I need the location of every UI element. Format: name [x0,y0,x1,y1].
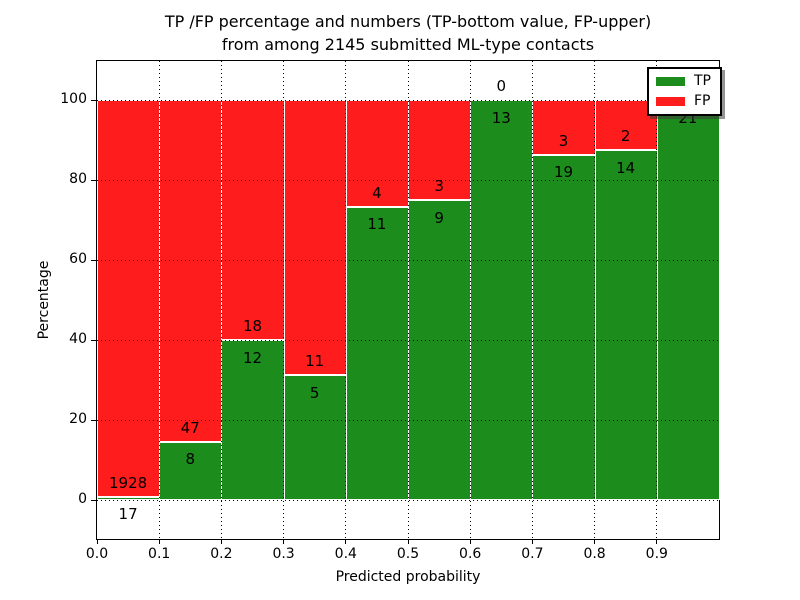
fp-count-label: 3 [558,131,569,150]
fp-count-label: 18 [242,317,263,336]
x-tick-mark [220,539,222,544]
y-tick-label: 60 [69,251,87,267]
x-tick-mark [407,539,409,544]
x-gridline [407,61,409,539]
y-tick-mark [91,499,96,501]
legend-label-tp: TP [694,73,711,89]
fp-bar-segment [283,100,347,375]
tp-bar-segment [470,100,534,500]
x-gridline [345,61,347,539]
x-tick-mark [96,539,98,544]
y-tick-mark [91,179,96,181]
legend: TP FP [647,67,722,116]
x-tick-mark [158,539,160,544]
x-tick-label: 0.9 [645,546,668,562]
fp-count-label: 11 [305,352,325,371]
chart-title-line2: from among 2145 submitted ML-type contac… [221,35,595,54]
fp-count-label: 47 [180,419,200,438]
x-tick-label: 0.2 [210,546,233,562]
fp-bar-segment [408,100,472,200]
x-tick-label: 0.3 [272,546,295,562]
x-tick-mark [469,539,471,544]
legend-item-tp: TP [656,74,711,89]
x-gridline [531,61,533,539]
fp-count-label: 1928 [109,473,148,492]
tp-count-label: 5 [309,383,320,402]
x-gridline [656,61,658,539]
y-tick-label: 20 [69,411,87,427]
x-tick-mark [656,539,658,544]
x-tick-label: 0.8 [583,546,606,562]
x-tick-mark [594,539,596,544]
tp-bar-segment [345,206,409,500]
fp-count-label: 4 [372,184,382,203]
fp-count-label: 3 [434,177,444,196]
x-gridline [283,61,285,539]
fp-swatch-icon [656,97,685,106]
fp-bar-segment [221,100,285,340]
tp-count-label: 11 [367,215,387,234]
tp-count-label: 17 [118,505,138,524]
plot-area: 1928174781812115411390133192140210204060… [60,60,720,562]
y-tick-label: 0 [78,491,87,507]
fp-bar-segment [97,100,161,497]
y-tick-label: 80 [69,171,87,187]
tp-swatch-icon [656,77,685,86]
chart-title: TP /FP percentage and numbers (TP-bottom… [96,10,720,56]
tp-bar-segment [594,150,658,500]
y-tick-mark [91,339,96,341]
chart-title-line1: TP /FP percentage and numbers (TP-bottom… [164,12,652,31]
fp-bar-segment [159,100,223,442]
fp-count-label: 0 [496,77,507,96]
tp-bar-segment [408,200,472,500]
x-tick-mark [283,539,285,544]
x-tick-label: 0.0 [85,546,109,562]
y-tick-label: 100 [60,91,87,107]
legend-item-fp: FP [656,94,711,109]
y-tick-mark [91,259,96,261]
x-tick-label: 0.1 [148,546,171,562]
x-tick-mark [345,539,347,544]
x-axis-label: Predicted probability [335,569,481,585]
x-tick-label: 0.4 [334,546,357,562]
legend-label-fp: FP [694,93,711,109]
x-tick-label: 0.5 [396,546,420,562]
y-axis-label: Percentage [36,260,52,340]
tp-count-label: 12 [242,348,263,367]
tp-count-label: 9 [434,208,444,227]
y-tick-label: 40 [69,331,87,347]
y-tick-mark [91,419,96,421]
x-gridline [469,61,471,539]
x-tick-mark [531,539,533,544]
x-tick-label: 0.6 [459,546,482,562]
x-gridline [158,61,160,539]
x-gridline [220,61,222,539]
tp-count-label: 13 [491,108,511,127]
y-tick-mark [91,99,96,101]
fp-count-label: 2 [620,127,631,146]
tp-count-label: 19 [553,163,574,182]
x-gridline [594,61,596,539]
tp-count-label: 8 [185,450,196,469]
tp-bar-segment [532,154,596,500]
x-tick-label: 0.7 [521,546,544,562]
tp-count-label: 14 [616,158,636,177]
tp-bar-segment [656,100,720,500]
